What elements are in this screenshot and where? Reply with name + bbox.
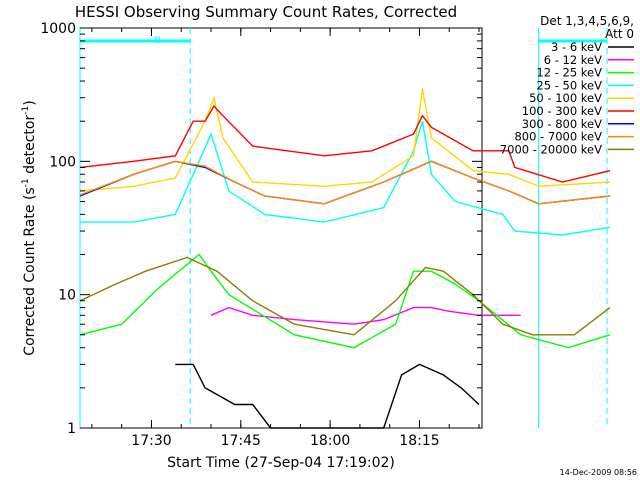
legend-label: 12 - 25 keV xyxy=(536,66,602,80)
series-line xyxy=(79,160,611,205)
x-tick-label: 18:00 xyxy=(310,433,350,449)
y-tick-label: 1000 xyxy=(40,21,76,37)
y-tick-label: 1 xyxy=(67,421,76,437)
footer-timestamp: 14-Dec-2009 08:56 xyxy=(560,468,637,477)
y-axis: 1 10 100 1000 xyxy=(40,21,482,437)
series-line xyxy=(79,88,611,192)
series-line xyxy=(79,253,611,349)
chart-title: HESSI Observing Summary Count Rates, Cor… xyxy=(75,3,457,21)
y-tick-label: 10 xyxy=(58,288,76,304)
series-line xyxy=(79,256,611,336)
y-axis-label: Corrected Count Rate (s-1 detector-1) xyxy=(21,100,38,355)
x-tick-label: 18:15 xyxy=(399,433,439,449)
series-line xyxy=(79,104,611,183)
x-tick-label: 17:30 xyxy=(131,433,171,449)
legend-title-2: Att 0 xyxy=(605,27,634,41)
legend-label: 300 - 800 keV xyxy=(522,117,602,131)
legend-label: 25 - 50 keV xyxy=(536,78,602,92)
legend-label: 50 - 100 keV xyxy=(529,91,602,105)
x-tick-label: 17:45 xyxy=(221,433,261,449)
x-axis-label: Start Time (27-Sep-04 17:19:02) xyxy=(167,455,395,471)
legend-label: 6 - 12 keV xyxy=(544,53,602,67)
legend-label: 800 - 7000 keV xyxy=(514,130,602,144)
x-axis: 17:30 17:45 18:00 18:15 xyxy=(91,28,480,449)
legend-label: 100 - 300 keV xyxy=(522,104,602,118)
legend-label: 3 - 6 keV xyxy=(551,40,602,54)
series-line xyxy=(80,120,611,236)
legend-label: 7000 - 20000 keV xyxy=(500,142,602,156)
series-line xyxy=(175,363,480,429)
legend-title-1: Det 1,3,4,5,6,9, xyxy=(540,14,634,28)
y-tick-label: 100 xyxy=(49,154,76,170)
attenuator-label: N xyxy=(154,36,161,46)
series-lines xyxy=(79,88,611,429)
